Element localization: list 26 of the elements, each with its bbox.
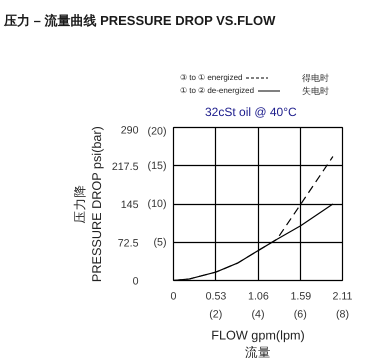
chart-subtitle: 32cSt oil @ 40°C [205,105,297,119]
x-tick-label: 2.11 [332,290,353,302]
y2-tick-label: (10) [148,198,167,210]
y-tick-label: 0 [132,276,139,288]
y-axis-title: 压力降 PRESSURE DROP psi(bar) [73,126,104,282]
y-tick-label: 217.5 [112,160,139,173]
y2-tick-label: (20) [148,126,167,138]
x-axis-title: FLOW gpm(lpm) 流量 [211,328,305,360]
y2-tick-label: (15) [148,160,167,172]
x-tick-label: 0 [170,290,177,302]
x2-tick-label: (8) [336,308,350,320]
x-tick-label: 0.53 [206,290,226,302]
x-tick-label: 1.59 [290,290,312,302]
legend-label: ③ to ① energized [180,73,242,82]
y-tick-label: 290 [120,124,139,136]
x2-tick-label: (2) [209,308,222,320]
x2-tick-label: (6) [294,308,307,320]
legend-label: ① to ② de-energized [180,86,254,95]
x2-tick-label: (4) [251,308,265,320]
y2-tick-label: (5) [153,236,167,248]
text: 失电时 [302,85,329,98]
x-tick-label: 1.06 [248,290,269,302]
text: 得电时 [302,72,329,85]
y-tick-label: 72.5 [118,237,139,250]
y-tick-label: 145 [120,199,139,211]
chart-title: 压力 – 流量曲线 PRESSURE DROP VS.FLOW [4,12,276,30]
